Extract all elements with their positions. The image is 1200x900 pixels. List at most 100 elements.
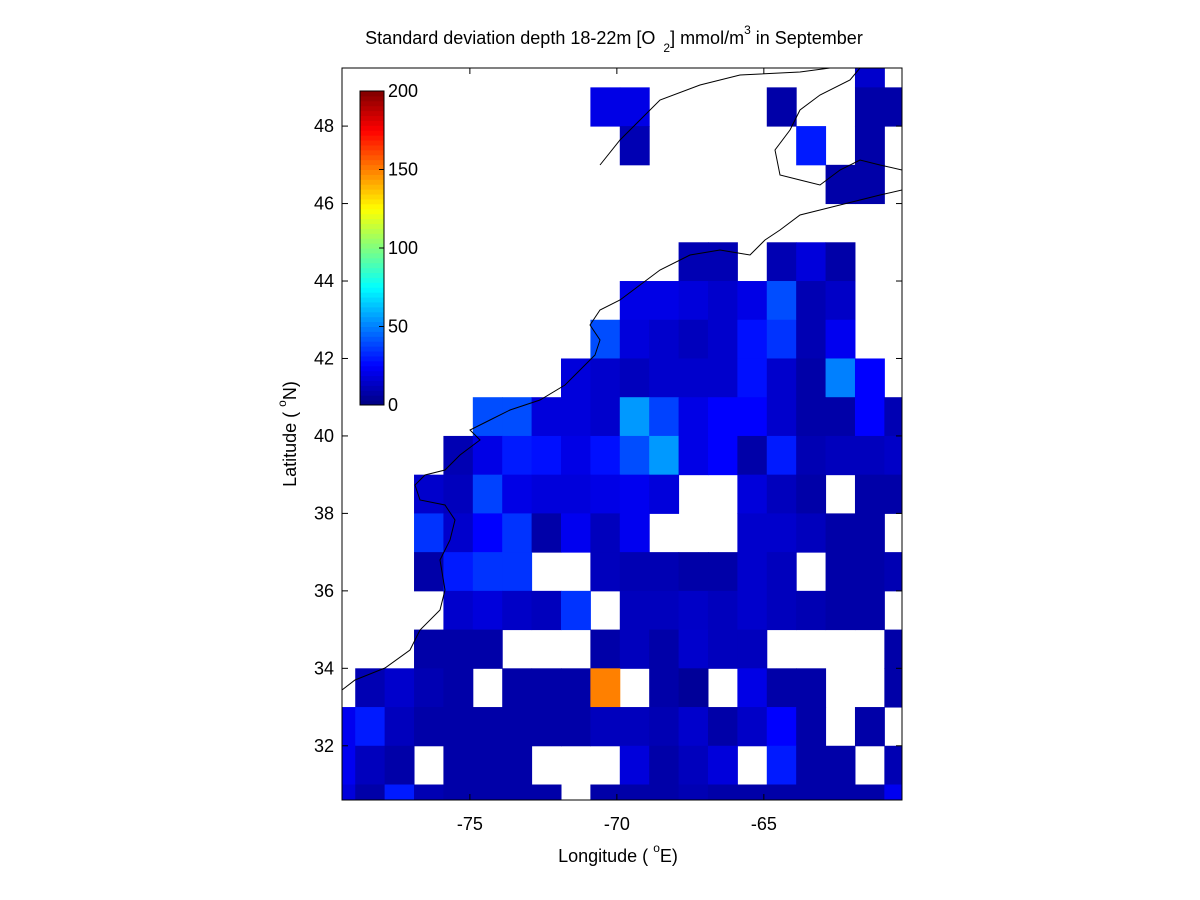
- colorbar-swatch: [360, 355, 384, 362]
- heatmap-cell: [796, 126, 827, 166]
- colorbar-swatch: [360, 331, 384, 337]
- heatmap-cell: [796, 435, 827, 476]
- heatmap-cell: [678, 745, 709, 786]
- heatmap-cell: [561, 668, 591, 708]
- heatmap-cell: [443, 745, 474, 786]
- heatmap-cell: [678, 435, 709, 476]
- heatmap-cell: [561, 513, 591, 553]
- heatmap-cell: [590, 358, 621, 398]
- y-tick-label: 42: [314, 348, 334, 368]
- heatmap-cell: [619, 319, 650, 359]
- colorbar-swatch: [360, 243, 384, 249]
- heatmap-cell: [766, 281, 797, 321]
- heatmap-cell: [590, 552, 621, 592]
- heatmap-cell: [619, 87, 650, 127]
- heatmap-cell: [884, 397, 902, 437]
- colorbar-swatch: [360, 267, 384, 274]
- heatmap: [342, 68, 902, 800]
- colorbar-swatch: [360, 110, 384, 117]
- heatmap-cell: [472, 745, 503, 786]
- colorbar-swatch: [360, 316, 384, 323]
- heatmap-cell: [619, 358, 650, 398]
- heatmap-cell: [884, 474, 902, 514]
- heatmap-cell: [649, 784, 680, 800]
- heatmap-cell: [884, 668, 902, 708]
- heatmap-cell: [796, 784, 827, 800]
- heatmap-cell: [531, 397, 562, 437]
- colorbar-swatch: [360, 135, 384, 141]
- colorbar-swatch: [360, 91, 384, 97]
- heatmap-cell: [472, 552, 503, 592]
- heatmap-cell: [561, 358, 591, 398]
- heatmap-cell: [590, 87, 621, 127]
- heatmap-cell: [590, 513, 621, 553]
- heatmap-cell: [796, 319, 827, 359]
- colorbar-swatch: [360, 375, 384, 381]
- heatmap-cell: [737, 784, 768, 800]
- heatmap-cell: [678, 707, 709, 747]
- heatmap-cell: [342, 707, 356, 747]
- heatmap-cell: [619, 281, 650, 321]
- colorbar-tick-label: 50: [388, 317, 408, 337]
- heatmap-cell: [649, 281, 680, 321]
- colorbar-swatch: [360, 194, 384, 200]
- colorbar-swatch: [360, 228, 384, 234]
- heatmap-cell: [472, 474, 503, 514]
- heatmap-cell: [619, 590, 650, 631]
- colorbar-tick-label: 150: [388, 160, 418, 180]
- heatmap-cell: [737, 319, 768, 359]
- coastline: [342, 68, 902, 691]
- colorbar-swatch: [360, 282, 384, 288]
- heatmap-cell: [414, 552, 444, 592]
- heatmap-cell: [590, 474, 621, 514]
- heatmap-cell: [796, 745, 827, 786]
- heatmap-cell: [502, 784, 533, 800]
- heatmap-cell: [443, 784, 474, 800]
- heatmap-cell: [854, 358, 885, 398]
- colorbar-swatch: [360, 336, 384, 342]
- title-superscript: 3: [744, 23, 751, 37]
- heatmap-cell: [707, 397, 738, 437]
- colorbar-swatch: [360, 213, 384, 220]
- heatmap-cell: [619, 474, 650, 514]
- heatmap-cell: [825, 164, 856, 205]
- heatmap-cell: [414, 784, 444, 800]
- heatmap-cell: [414, 629, 444, 669]
- colorbar-swatch: [360, 198, 384, 205]
- colorbar-swatch: [360, 164, 384, 170]
- heatmap-cell: [384, 668, 415, 708]
- heatmap-cell: [384, 784, 415, 800]
- heatmap-cell: [472, 397, 503, 437]
- colorbar-swatch: [360, 130, 384, 136]
- colorbar-swatch: [360, 203, 384, 210]
- heatmap-cell: [502, 745, 533, 786]
- colorbar-swatch: [360, 257, 384, 264]
- title-text: Standard deviation depth 18-22m [O: [365, 28, 655, 48]
- heatmap-cell: [443, 668, 474, 708]
- heatmap-cell: [737, 513, 768, 553]
- heatmap-cell: [531, 668, 562, 708]
- heatmap-cell: [707, 629, 738, 669]
- heatmap-cell: [561, 474, 591, 514]
- colorbar-swatch: [360, 395, 384, 401]
- y-tick-label: 44: [314, 271, 334, 291]
- heatmap-cell: [766, 707, 797, 747]
- colorbar-swatch: [360, 262, 384, 269]
- heatmap-cell: [854, 435, 885, 476]
- heatmap-cell: [561, 590, 591, 631]
- colorbar-swatch: [360, 346, 384, 352]
- colorbar-tick-label: 100: [388, 238, 418, 258]
- heatmap-cell: [766, 397, 797, 437]
- heatmap-cell: [825, 397, 856, 437]
- heatmap-cell: [884, 87, 902, 127]
- colorbar-swatch: [360, 360, 384, 367]
- colorbar-swatch: [360, 351, 384, 357]
- heatmap-cell: [884, 552, 902, 592]
- heatmap-cell: [766, 358, 797, 398]
- x-axis-label: Longitude ( oE): [558, 841, 678, 866]
- heatmap-cell: [590, 397, 621, 437]
- colorbar-swatch: [360, 326, 384, 332]
- heatmap-cell: [443, 513, 474, 553]
- heatmap-cell: [854, 87, 885, 127]
